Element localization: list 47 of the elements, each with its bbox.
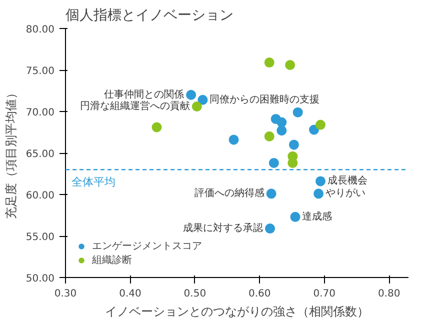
point	[152, 122, 162, 132]
ref-line-label: 全体平均	[72, 176, 116, 189]
y-tick-label: 75.00	[26, 66, 55, 77]
x-tick-label: 0.30	[54, 288, 77, 300]
x-tick-label: 0.70	[313, 288, 336, 300]
point	[276, 117, 287, 128]
point	[315, 120, 326, 130]
x-axis-title: イノベーションとのつながりの強さ（相関係数）	[105, 304, 369, 318]
point	[276, 126, 287, 136]
point	[264, 58, 274, 68]
point	[314, 188, 324, 199]
point	[192, 102, 202, 112]
annotation: 仕事仲間との関係	[104, 88, 184, 100]
point	[228, 134, 239, 145]
x-tick-label: 0.50	[184, 288, 206, 300]
y-tick-label: 60.00	[26, 190, 55, 202]
point	[292, 107, 303, 118]
legend-label: エンゲージメントスコア	[92, 240, 202, 253]
point	[268, 158, 279, 168]
annotation: 達成感	[302, 210, 332, 222]
x-tick-label: 0.40	[119, 288, 142, 300]
y-tick-label: 65.00	[26, 149, 55, 160]
point	[264, 131, 274, 142]
annotation: 円滑な組織運営への貢献	[80, 100, 190, 112]
legend-label: 組織診断	[92, 254, 132, 267]
point	[265, 224, 276, 234]
point	[285, 60, 296, 70]
y-tick-label: 55.00	[26, 232, 55, 243]
chart-title: 個人指標とイノベーション	[66, 8, 234, 24]
y-tick-label: 80.00	[26, 24, 55, 36]
y-axis-title: 充足度（項目別平均値）	[4, 87, 18, 219]
x-tick-label: 0.80	[378, 288, 400, 300]
annotation: 同僚からの困難時の支援	[210, 93, 320, 106]
y-tick-label: 50.00	[26, 274, 55, 284]
point	[288, 140, 299, 150]
x-tick-label: 0.60	[248, 288, 271, 300]
point	[290, 212, 300, 222]
point	[309, 124, 320, 135]
y-tick-label: 70.00	[26, 108, 55, 118]
point	[186, 90, 196, 100]
point	[315, 176, 326, 186]
annotation: やりがい	[326, 188, 366, 200]
point	[198, 94, 208, 105]
annotation: 成果に対する承認	[183, 222, 264, 234]
annotation: 評価への納得感	[194, 187, 264, 200]
point	[266, 188, 276, 199]
annotation: 成長機会	[327, 174, 368, 187]
